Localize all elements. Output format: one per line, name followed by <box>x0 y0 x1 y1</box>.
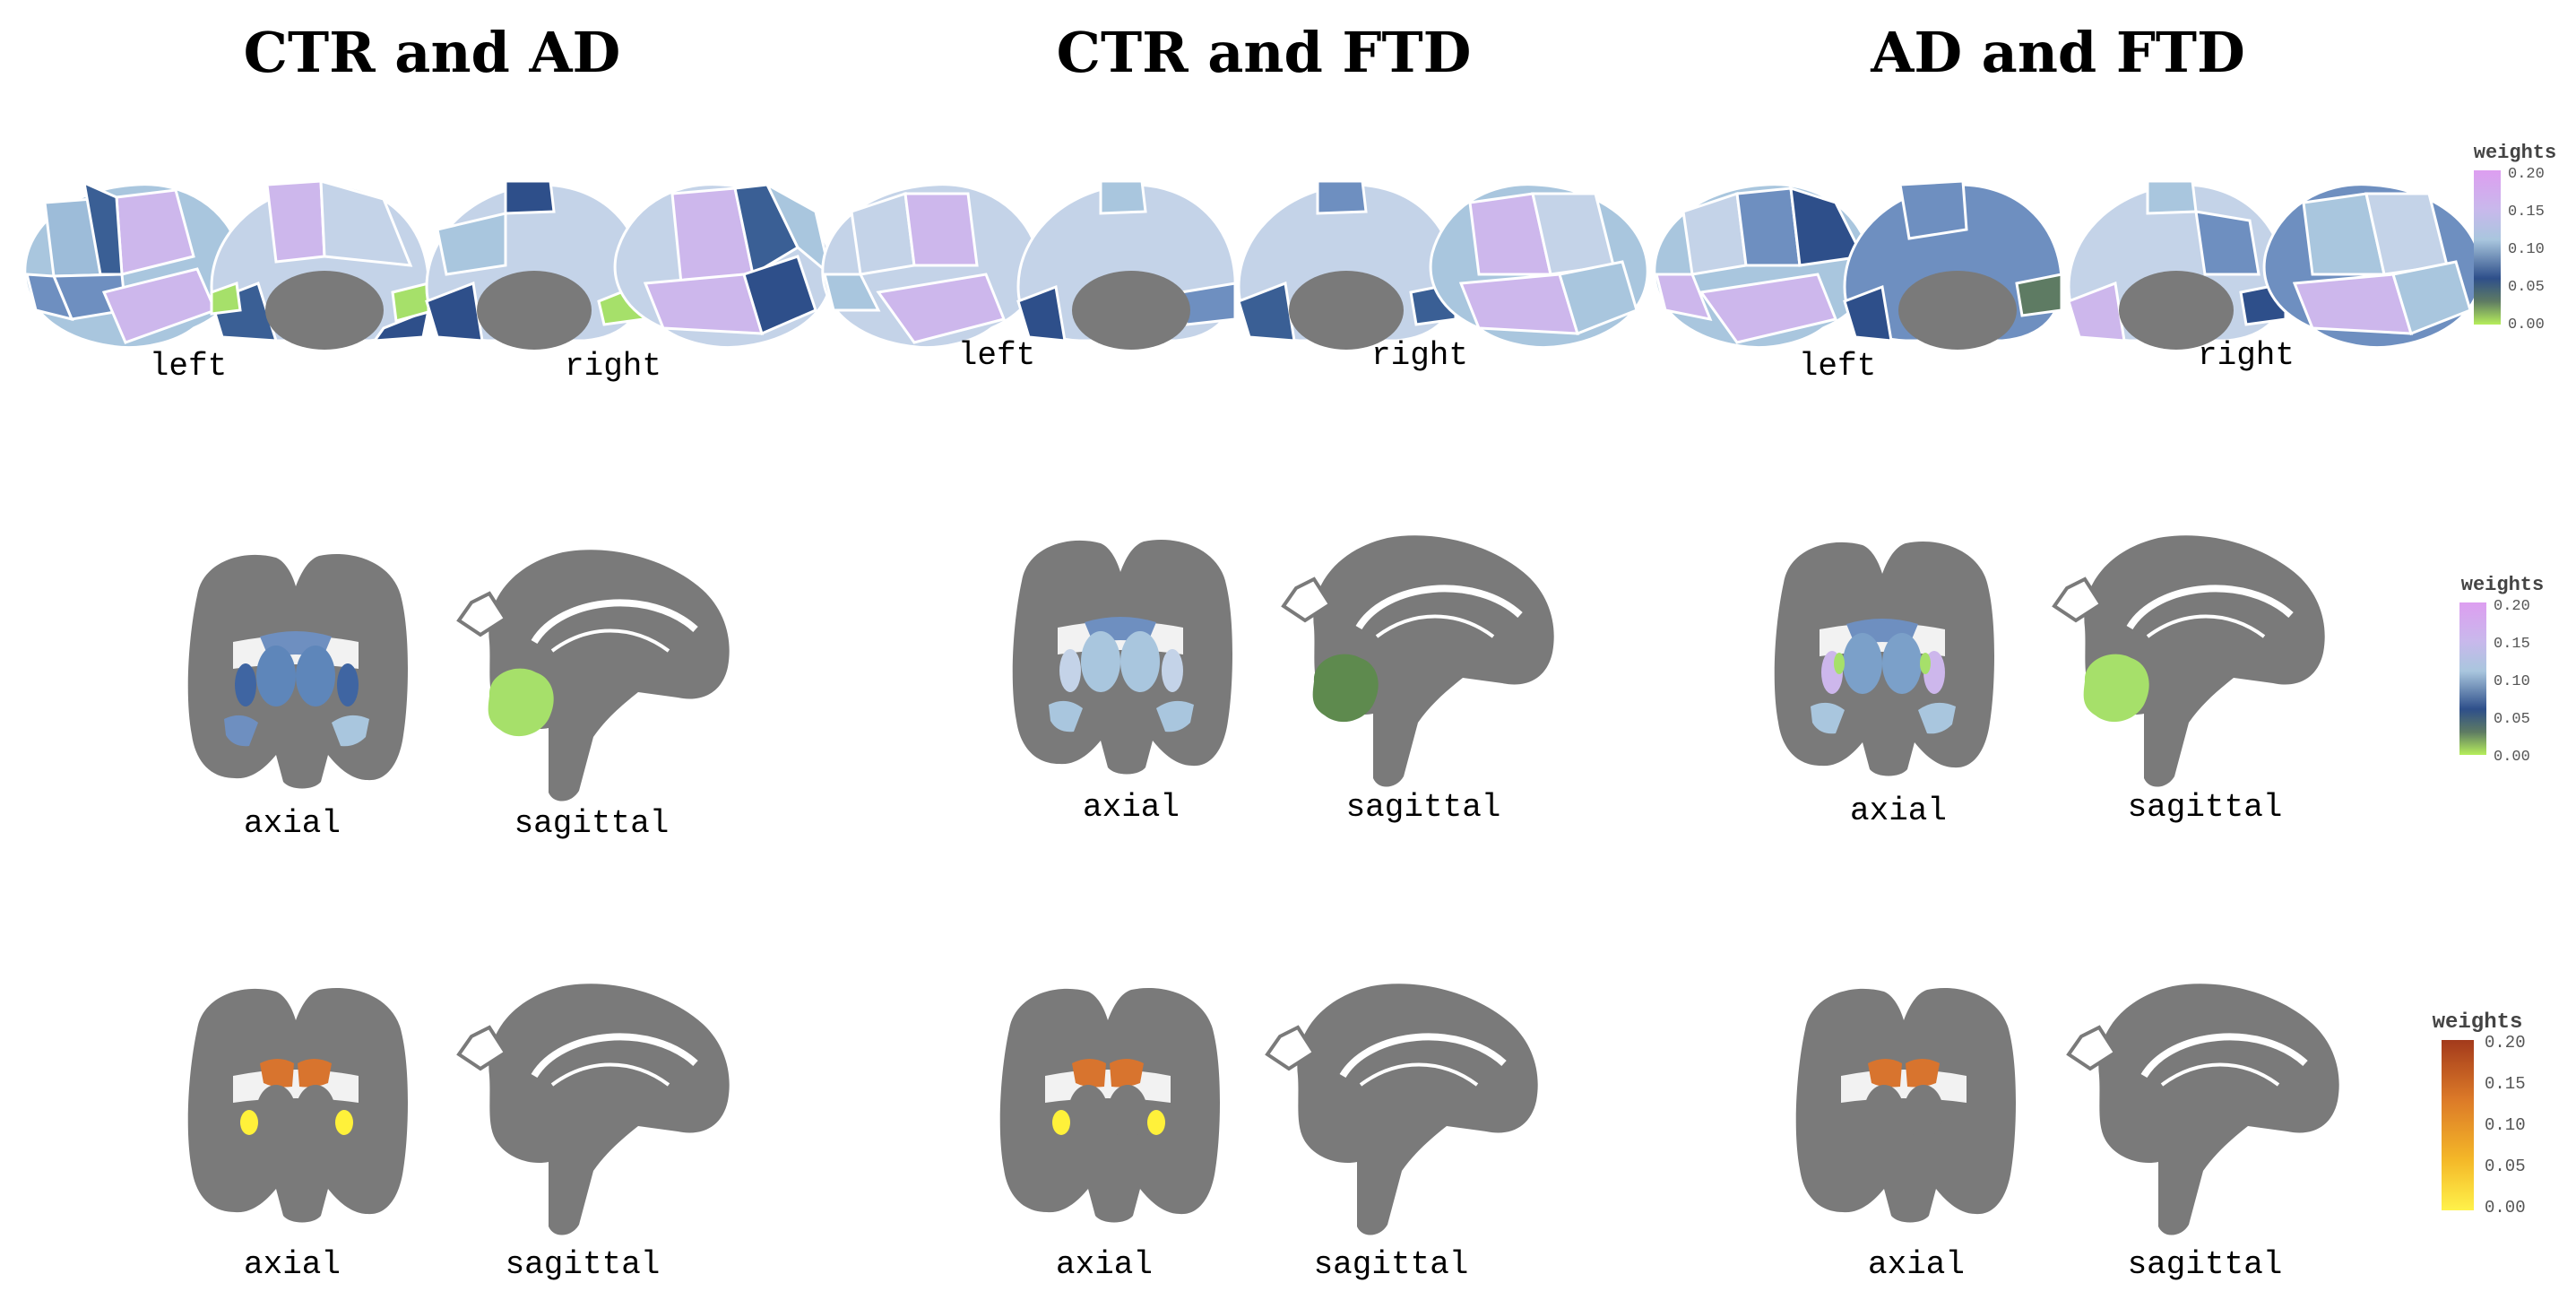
view-label-sagittal: sagittal <box>506 1246 661 1283</box>
colorbar-tick: 0.05 <box>2485 1157 2526 1176</box>
subcortical-heat-ad-ftd <box>1795 984 2339 1235</box>
coronal-slice <box>999 988 1220 1223</box>
coronal-slice <box>187 554 408 789</box>
subcortical-ctr-ftd <box>1012 535 1554 787</box>
subcortical-ctr-ad <box>187 550 730 802</box>
brain-left-lateral <box>821 183 1042 350</box>
brain-right-medial <box>425 179 645 350</box>
hemi-label-left: left <box>1799 348 1876 385</box>
hemi-label-right: right <box>1371 337 1468 374</box>
view-label-axial: axial <box>244 1246 341 1283</box>
hemi-label-right: right <box>2198 337 2295 374</box>
colorbar-tick: 0.15 <box>2508 204 2545 221</box>
title-ctr-ftd: CTR and FTD <box>1057 20 1472 85</box>
brain-right-lateral <box>1429 183 1649 350</box>
sagittal-slice <box>1265 984 1538 1235</box>
coronal-slice <box>1795 988 2016 1223</box>
view-label-axial: axial <box>244 805 341 842</box>
brain-right-medial <box>2067 179 2287 350</box>
brain-left-medial <box>210 178 431 350</box>
colorbar-title: weights <box>2433 1010 2523 1035</box>
sagittal-slice <box>1281 535 1554 787</box>
view-label-sagittal: sagittal <box>1314 1246 1469 1283</box>
colorbar-tick: 0.15 <box>2485 1074 2526 1094</box>
colorbar-gradient <box>2442 1040 2474 1210</box>
cortex-ctr-ad <box>23 178 834 350</box>
colorbar-gradient <box>2459 602 2486 755</box>
coronal-slice <box>1012 540 1232 775</box>
colorbar-cortex: weights 0.20 0.15 0.10 0.05 0.00 <box>2474 142 2556 334</box>
hemi-label-left: left <box>150 348 227 385</box>
colorbar-tick: 0.05 <box>2494 711 2530 728</box>
hemi-label-right: right <box>565 348 661 385</box>
sagittal-slice <box>2066 984 2339 1235</box>
cortex-ad-ftd <box>1653 179 2483 350</box>
colorbar-tick: 0.20 <box>2485 1033 2526 1053</box>
brain-right-medial <box>1237 179 1457 350</box>
colorbar-tick: 0.20 <box>2494 598 2530 615</box>
subcortical-heat-ctr-ad <box>187 984 730 1235</box>
colorbar-tick: 0.00 <box>2508 316 2545 334</box>
brain-left-medial <box>1016 179 1237 350</box>
brain-right-lateral <box>2262 183 2483 350</box>
brain-right-lateral <box>613 181 834 350</box>
view-label-sagittal: sagittal <box>1346 789 1501 826</box>
subcortical-ad-ftd <box>1774 535 2325 787</box>
hemi-label-left: left <box>958 337 1035 374</box>
view-label-sagittal: sagittal <box>2128 1246 2283 1283</box>
subcortical-heat-ctr-ftd <box>999 984 1538 1235</box>
colorbar-tick: 0.10 <box>2494 673 2530 690</box>
cortex-ctr-ftd <box>821 179 1649 350</box>
colorbar-tick: 0.20 <box>2508 166 2545 183</box>
colorbar-tick: 0.00 <box>2485 1198 2526 1218</box>
colorbar-gradient <box>2474 170 2501 325</box>
brain-left-medial <box>1843 179 2063 350</box>
view-label-sagittal: sagittal <box>514 805 670 842</box>
colorbar-tick: 0.15 <box>2494 636 2530 653</box>
coronal-slice <box>187 988 408 1223</box>
colorbar-tick: 0.05 <box>2508 279 2545 296</box>
title-ad-ftd: AD and FTD <box>1870 20 2245 85</box>
brain-left-lateral <box>23 180 244 350</box>
colorbar-tick: 0.00 <box>2494 749 2530 766</box>
view-label-sagittal: sagittal <box>2128 789 2283 826</box>
colorbar-title: weights <box>2461 574 2544 596</box>
colorbar-subcortical: weights 0.20 0.15 0.10 0.05 0.00 <box>2459 574 2544 766</box>
view-label-axial: axial <box>1850 793 1947 829</box>
sagittal-slice <box>456 550 730 802</box>
view-label-axial: axial <box>1083 789 1180 826</box>
colorbar-title: weights <box>2474 142 2556 164</box>
brain-left-lateral <box>1653 183 1873 350</box>
view-label-axial: axial <box>1056 1246 1153 1283</box>
colorbar-tick: 0.10 <box>2508 241 2545 258</box>
coronal-slice <box>1774 542 1994 776</box>
title-ctr-ad: CTR and AD <box>244 20 621 85</box>
view-label-axial: axial <box>1868 1246 1965 1283</box>
colorbar-heat: weights 0.20 0.15 0.10 0.05 0.00 <box>2433 1010 2526 1218</box>
sagittal-slice <box>2052 535 2325 787</box>
sagittal-slice <box>456 984 730 1235</box>
colorbar-tick: 0.10 <box>2485 1115 2526 1135</box>
